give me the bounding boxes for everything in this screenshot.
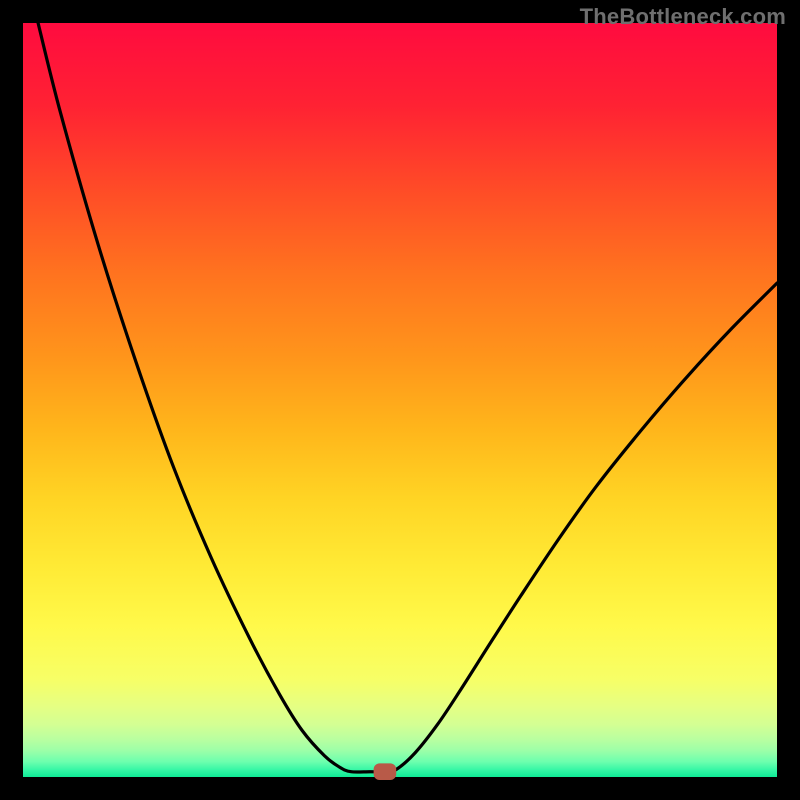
chart-container: TheBottleneck.com xyxy=(0,0,800,800)
optimal-point-marker xyxy=(374,763,397,780)
plot-background xyxy=(23,23,777,777)
bottleneck-chart xyxy=(0,0,800,800)
watermark-text: TheBottleneck.com xyxy=(580,4,786,30)
